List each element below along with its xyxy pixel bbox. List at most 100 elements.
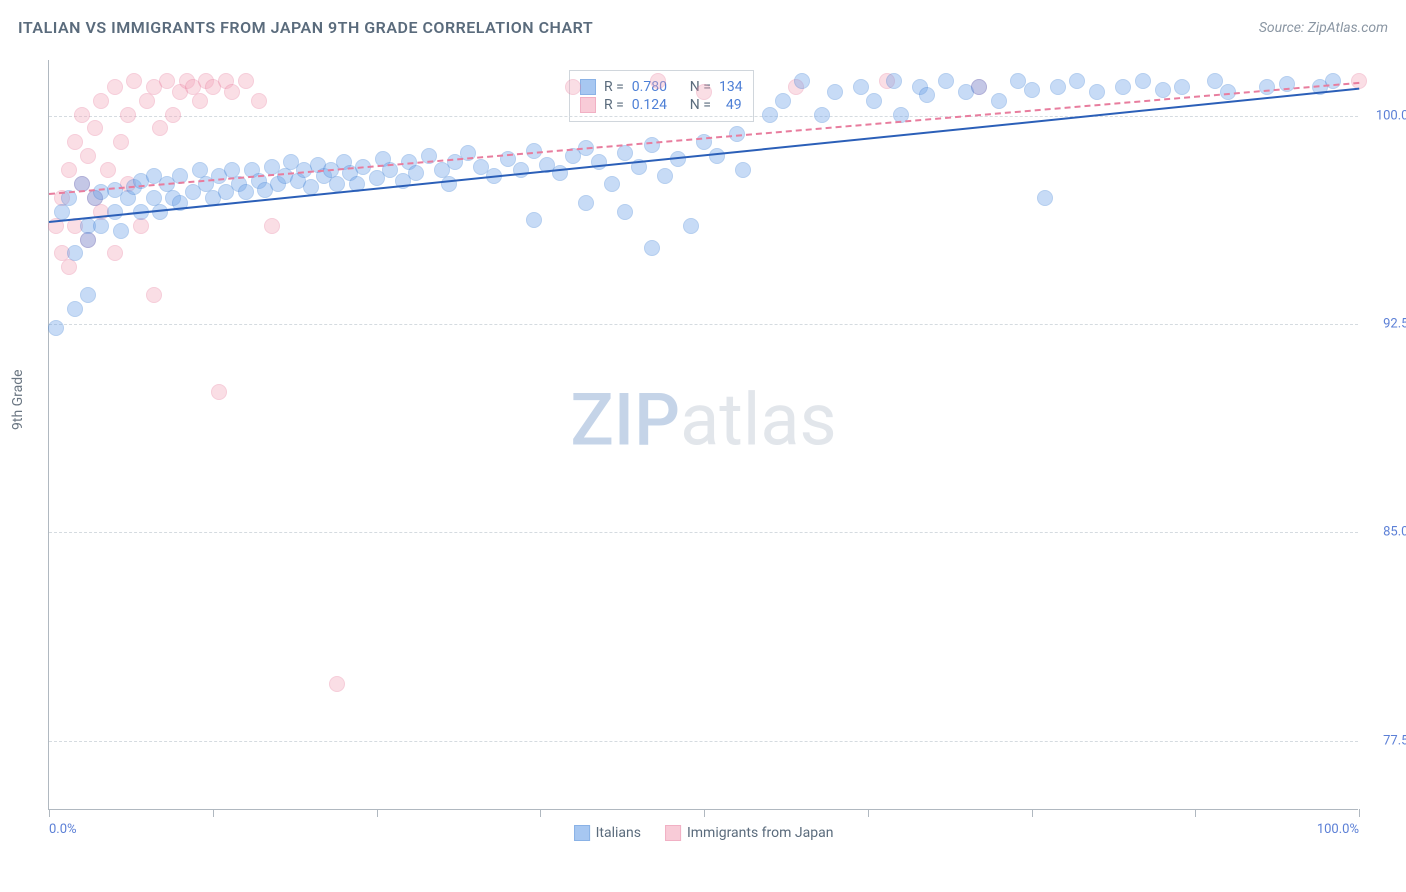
- legend-label: Italians: [596, 825, 641, 841]
- data-point: [146, 287, 162, 303]
- data-point: [794, 73, 810, 89]
- data-point: [1115, 79, 1131, 95]
- data-point: [67, 134, 83, 150]
- data-point: [991, 93, 1007, 109]
- data-point: [113, 134, 129, 150]
- data-point: [552, 165, 568, 181]
- x-tick-label: 100.0%: [1317, 822, 1359, 837]
- data-point: [709, 148, 725, 164]
- x-tick: [1359, 809, 1360, 817]
- data-point: [80, 287, 96, 303]
- legend-item: Immigrants from Japan: [665, 825, 833, 841]
- gridline: [49, 741, 1358, 742]
- n-value: 49: [719, 97, 742, 113]
- data-point: [93, 218, 109, 234]
- data-point: [827, 84, 843, 100]
- legend-item: Italians: [574, 825, 641, 841]
- data-point: [650, 73, 666, 89]
- data-point: [683, 218, 699, 234]
- gridline: [49, 324, 1358, 325]
- data-point: [107, 204, 123, 220]
- data-point: [1155, 82, 1171, 98]
- x-tick: [1195, 809, 1196, 817]
- data-point: [120, 107, 136, 123]
- data-point: [133, 218, 149, 234]
- x-tick: [1032, 809, 1033, 817]
- data-point: [919, 87, 935, 103]
- x-tick-label: 0.0%: [49, 822, 77, 837]
- data-point: [87, 120, 103, 136]
- data-point: [1135, 73, 1151, 89]
- x-tick: [868, 809, 869, 817]
- data-point: [1050, 79, 1066, 95]
- data-point: [513, 162, 529, 178]
- legend-stat-row: R =0.124N = 49: [580, 97, 743, 113]
- data-point: [1351, 73, 1367, 89]
- chart-title: ITALIAN VS IMMIGRANTS FROM JAPAN 9TH GRA…: [18, 18, 593, 37]
- legend-label: Immigrants from Japan: [687, 825, 833, 841]
- data-point: [1069, 73, 1085, 89]
- data-point: [113, 223, 129, 239]
- data-point: [971, 79, 987, 95]
- data-point: [107, 245, 123, 261]
- data-point: [139, 93, 155, 109]
- data-point: [80, 232, 96, 248]
- data-point: [100, 162, 116, 178]
- r-label: R =: [604, 97, 624, 113]
- data-point: [762, 107, 778, 123]
- data-point: [93, 93, 109, 109]
- data-point: [408, 165, 424, 181]
- data-point: [775, 93, 791, 109]
- data-point: [1325, 73, 1341, 89]
- data-point: [61, 259, 77, 275]
- data-point: [61, 162, 77, 178]
- y-tick-label: 85.0%: [1383, 525, 1406, 540]
- data-point: [604, 176, 620, 192]
- x-tick: [377, 809, 378, 817]
- data-point: [526, 212, 542, 228]
- data-point: [264, 218, 280, 234]
- r-value: 0.124: [632, 97, 682, 113]
- data-point: [657, 168, 673, 184]
- data-point: [67, 301, 83, 317]
- data-point: [74, 107, 90, 123]
- data-point: [853, 79, 869, 95]
- data-point: [644, 240, 660, 256]
- data-point: [886, 73, 902, 89]
- legend-swatch: [574, 825, 590, 841]
- scatter-plot: ZIPatlas R =0.780N =134R =0.124N = 49 It…: [48, 60, 1358, 810]
- data-point: [938, 73, 954, 89]
- data-point: [224, 84, 240, 100]
- chart-source: Source: ZipAtlas.com: [1259, 20, 1388, 36]
- data-point: [578, 195, 594, 211]
- series-legend: Italians Immigrants from Japan: [574, 825, 834, 841]
- data-point: [165, 107, 181, 123]
- y-tick-label: 77.5%: [1383, 733, 1406, 748]
- data-point: [617, 145, 633, 161]
- data-point: [238, 73, 254, 89]
- data-point: [192, 93, 208, 109]
- y-tick-label: 92.5%: [1383, 316, 1406, 331]
- data-point: [1259, 79, 1275, 95]
- chart-header: ITALIAN VS IMMIGRANTS FROM JAPAN 9TH GRA…: [18, 18, 1388, 37]
- data-point: [565, 79, 581, 95]
- data-point: [696, 84, 712, 100]
- data-point: [67, 245, 83, 261]
- data-point: [1037, 190, 1053, 206]
- data-point: [814, 107, 830, 123]
- data-point: [1174, 79, 1190, 95]
- data-point: [107, 79, 123, 95]
- gridline: [49, 532, 1358, 533]
- x-tick: [213, 809, 214, 817]
- n-value: 134: [719, 79, 743, 95]
- data-point: [48, 320, 64, 336]
- legend-swatch: [580, 79, 596, 95]
- data-point: [329, 676, 345, 692]
- y-axis-label: 9th Grade: [10, 369, 26, 430]
- data-point: [251, 93, 267, 109]
- data-point: [126, 73, 142, 89]
- r-label: R =: [604, 79, 624, 95]
- data-point: [441, 176, 457, 192]
- data-point: [152, 120, 168, 136]
- data-point: [1089, 84, 1105, 100]
